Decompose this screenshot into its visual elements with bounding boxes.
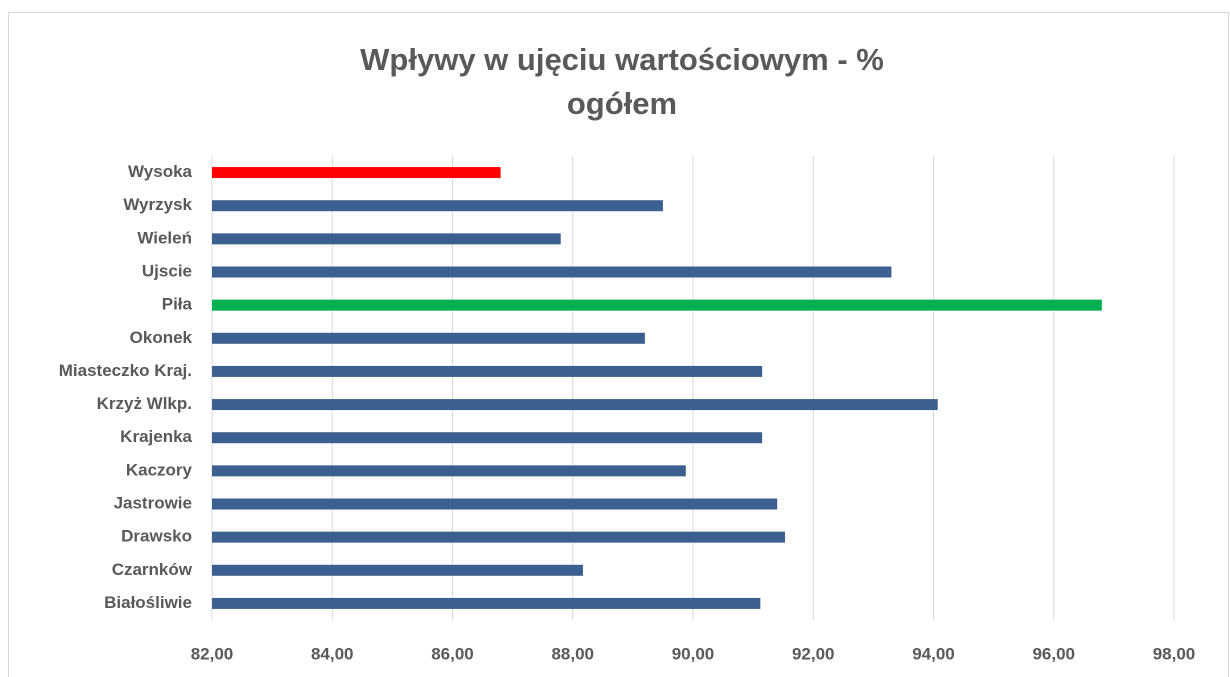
bar <box>212 498 778 510</box>
y-tick-label: Piła <box>162 295 193 314</box>
bar <box>212 564 583 576</box>
bar <box>212 167 501 179</box>
bar <box>212 465 686 477</box>
y-tick-label: Miasteczko Kraj. <box>59 361 192 380</box>
bar <box>212 399 938 411</box>
x-tick-label: 82,00 <box>191 644 234 663</box>
y-tick-label: Krajenka <box>120 427 192 446</box>
bar <box>212 233 561 245</box>
bar <box>212 200 663 212</box>
y-tick-label: Krzyż Wlkp. <box>97 394 192 413</box>
y-tick-label: Jastrowie <box>114 493 192 512</box>
bar <box>212 266 892 278</box>
chart-title: ogółem <box>567 86 677 121</box>
y-tick-label: Ujscie <box>142 261 192 280</box>
bar <box>212 531 785 543</box>
x-tick-label: 94,00 <box>912 644 955 663</box>
x-tick-label: 92,00 <box>792 644 835 663</box>
y-tick-label: Wysoka <box>128 162 192 181</box>
y-tick-label: Okonek <box>130 328 193 347</box>
y-tick-label: Białośliwie <box>104 593 192 612</box>
y-tick-label: Czarnków <box>112 560 193 579</box>
bar <box>212 332 645 344</box>
bar <box>212 299 1102 311</box>
x-tick-label: 98,00 <box>1153 644 1196 663</box>
y-tick-label: Wyrzysk <box>123 195 192 214</box>
bar <box>212 365 763 377</box>
bar <box>212 432 763 444</box>
y-tick-label: Drawsko <box>121 527 192 546</box>
x-tick-label: 96,00 <box>1032 644 1075 663</box>
x-tick-label: 84,00 <box>311 644 354 663</box>
y-tick-label: Wieleń <box>137 228 192 247</box>
x-tick-label: 90,00 <box>672 644 715 663</box>
x-tick-label: 88,00 <box>551 644 594 663</box>
y-tick-label: Kaczory <box>126 460 193 479</box>
bar <box>212 597 761 609</box>
chart-title: Wpływy w ujęciu wartościowym - % <box>360 42 884 77</box>
x-tick-label: 86,00 <box>431 644 474 663</box>
